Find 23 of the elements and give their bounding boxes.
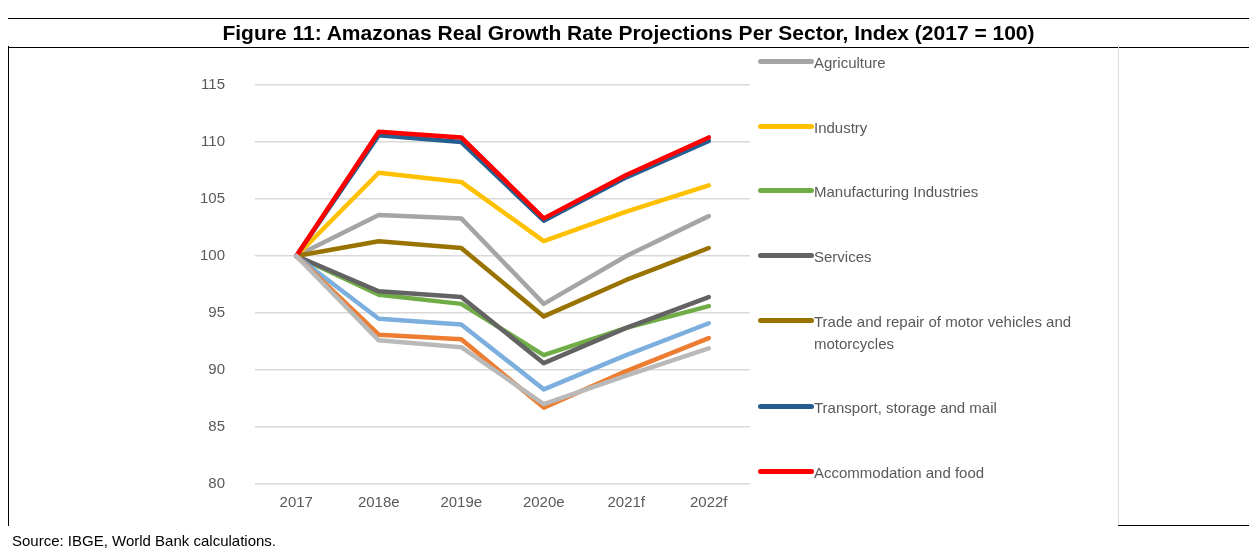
y-tick-label: 80 [208, 474, 226, 492]
y-tick-label: 85 [208, 417, 226, 435]
legend-label: Accommodation and food [814, 462, 985, 483]
legend-label: Services [814, 246, 872, 267]
y-tick-label: 115 [201, 75, 226, 93]
x-tick-label: 2021f [607, 493, 646, 511]
y-tick-label: 110 [201, 132, 226, 150]
legend-label: Manufacturing Industries [814, 182, 979, 203]
legend-label: Trade and repair of motor vehicles and motorcycles [814, 311, 1073, 354]
legend-label: Transport, storage and mail [814, 398, 997, 419]
y-tick-label: 90 [208, 360, 226, 378]
x-tick-label: 2017 [279, 493, 313, 511]
y-tick-label: 95 [208, 303, 226, 321]
legend-label: Agriculture [814, 53, 886, 73]
y-tick-label: 105 [200, 189, 226, 207]
x-tick-label: 2020e [522, 493, 565, 511]
x-tick-label: 2022f [689, 493, 729, 511]
x-tick-label: 2018e [357, 493, 400, 511]
source-note: Source: IBGE, World Bank calculations. [12, 532, 277, 549]
y-tick-label: 100 [200, 246, 226, 264]
x-tick-label: 2019e [440, 493, 483, 511]
legend-label: Industry [814, 117, 868, 138]
chart-title: Figure 11: Amazonas Real Growth Rate Projections Per Sector, Index (2017 = 100) [8, 18, 1249, 48]
